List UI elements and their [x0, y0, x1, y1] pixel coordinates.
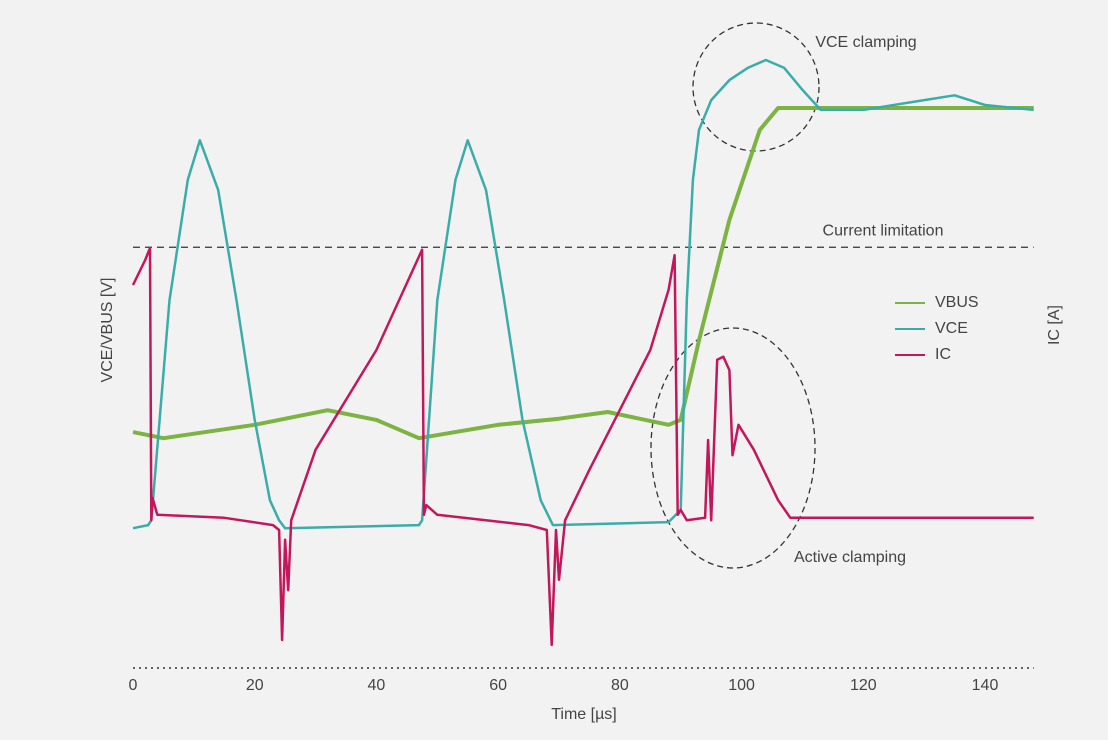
x-tick-label: 20 [246, 677, 264, 694]
y2-axis-label: IC [A] [1046, 305, 1063, 345]
x-tick-label: 140 [972, 677, 999, 694]
clamping-circle [692, 22, 820, 152]
legend-label: VCE [935, 320, 968, 337]
x-tick-label: 120 [850, 677, 877, 694]
series-line [132, 58, 1034, 530]
x-tick-label: 100 [728, 677, 755, 694]
active-clamping-ellipse [650, 327, 816, 569]
x-axis-label: Time [µs] [551, 706, 617, 723]
x-tick-label: 0 [129, 677, 138, 694]
x-tick-label: 80 [611, 677, 629, 694]
y-axis-label: VCE/VBUS [V] [99, 278, 116, 383]
annotation: Current limitation [823, 222, 944, 239]
annotation: Active clamping [794, 549, 906, 566]
annotation: VCE clamping [815, 34, 916, 51]
legend-label: IC [935, 346, 951, 363]
x-tick-label: 60 [489, 677, 507, 694]
legend-label: VBUS [935, 294, 979, 311]
series-line [132, 106, 1034, 441]
x-tick-label: 40 [368, 677, 386, 694]
series-line [131, 246, 1034, 647]
